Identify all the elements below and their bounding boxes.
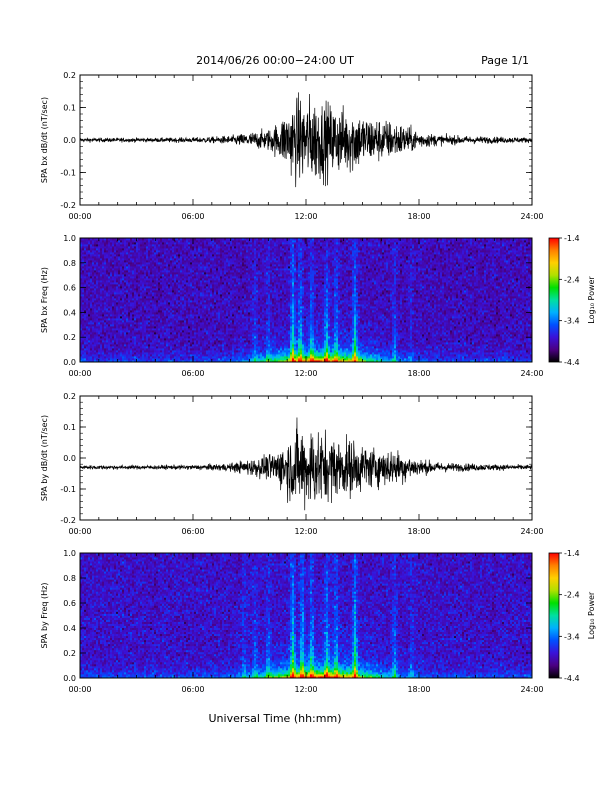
y-tick-label: 0.4 — [63, 308, 76, 317]
x-tick-label: 24:00 — [520, 685, 543, 694]
spectrogram-cells — [80, 238, 532, 362]
x-tick-label: 18:00 — [407, 685, 430, 694]
page-indicator: Page 1/1 — [481, 54, 529, 67]
waveform-series — [80, 92, 532, 187]
spectrogram-panel-4: 0.0 0.2 0.4 0.6 0.8 1.0 00:00 06:00 12:00 18:00 24… — [40, 549, 596, 694]
y-tick-label: 0.0 — [63, 674, 76, 683]
colorbar-tick-label: -3.4 — [564, 317, 580, 326]
x-tick-label: 06:00 — [181, 212, 204, 221]
colorbar-tick-label: -2.4 — [564, 275, 580, 284]
colorbar-tick-label: -4.4 — [564, 674, 580, 683]
y-tick-label: 0.0 — [63, 454, 76, 463]
y-tick-label: 0.8 — [63, 259, 76, 268]
y-tick-label: 1.0 — [63, 234, 76, 243]
x-tick-label: 00:00 — [68, 212, 91, 221]
colorbar — [549, 238, 559, 362]
colorbar — [549, 553, 559, 678]
colorbar-tick-label: -1.4 — [564, 549, 580, 558]
y-tick-label: -0.2 — [60, 516, 76, 525]
x-tick-label: 24:00 — [520, 527, 543, 536]
x-tick-label: 18:00 — [407, 369, 430, 378]
y-tick-label: 1.0 — [63, 549, 76, 558]
x-tick-label: 12:00 — [294, 369, 317, 378]
y-tick-label: -0.1 — [60, 485, 76, 494]
x-tick-label: 00:00 — [68, 369, 91, 378]
y-axis-label: SPA bx Freq (Hz) — [40, 267, 49, 333]
x-tick-label: 18:00 — [407, 212, 430, 221]
colorbar-label: Log₁₀ Power — [587, 276, 596, 324]
y-tick-label: 0.1 — [63, 104, 76, 113]
y-axis-label: SPA bx dB/dt (nT/sec) — [40, 97, 49, 183]
figure-title: 2014/06/26 00:00−24:00 UT — [196, 54, 354, 67]
y-tick-label: 0.2 — [63, 649, 76, 658]
x-tick-label: 24:00 — [520, 212, 543, 221]
x-tick-label: 18:00 — [407, 527, 430, 536]
x-tick-label: 06:00 — [181, 527, 204, 536]
x-tick-label: 12:00 — [294, 527, 317, 536]
plot-frame — [80, 396, 532, 520]
line-panel-3: -0.2 -0.1 0.0 0.1 0.2 00:00 06:00 12:00 18:00 24:… — [40, 392, 544, 536]
y-tick-label: -0.2 — [60, 201, 76, 210]
colorbar-label: Log₁₀ Power — [587, 591, 596, 639]
x-tick-label: 24:00 — [520, 369, 543, 378]
y-tick-label: 0.2 — [63, 333, 76, 342]
x-tick-label: 00:00 — [68, 685, 91, 694]
x-tick-label: 00:00 — [68, 527, 91, 536]
y-tick-label: 0.8 — [63, 574, 76, 583]
colorbar-tick-label: -2.4 — [564, 591, 580, 600]
x-tick-label: 06:00 — [181, 369, 204, 378]
y-tick-label: 0.6 — [63, 599, 76, 608]
y-tick-label: 0.1 — [63, 423, 76, 432]
y-tick-label: 0.2 — [63, 71, 76, 80]
y-tick-label: 0.4 — [63, 624, 76, 633]
line-panel-1: -0.2 -0.1 0.0 0.1 0.2 00:00 06:00 12:00 18:00 24:… — [40, 71, 544, 221]
y-tick-label: -0.1 — [60, 169, 76, 178]
x-tick-label: 12:00 — [294, 212, 317, 221]
y-tick-label: 0.2 — [63, 392, 76, 401]
colorbar-tick-label: -4.4 — [564, 358, 580, 367]
spectrogram-cells — [80, 553, 532, 678]
y-tick-label: 0.6 — [63, 284, 76, 293]
x-axis-label: Universal Time (hh:mm) — [209, 712, 342, 725]
y-axis-label: SPA by dB/dt (nT/sec) — [40, 415, 49, 501]
x-tick-label: 06:00 — [181, 685, 204, 694]
spectrogram-panel-2: 0.0 0.2 0.4 0.6 0.8 1.0 00:00 06:00 12:00 18:00 24… — [40, 234, 596, 378]
panels-group: -0.2 -0.1 0.0 0.1 0.2 00:00 06:00 12:00 18:00 24:… — [40, 71, 596, 694]
y-tick-label: 0.0 — [63, 136, 76, 145]
colorbar-tick-label: -3.4 — [564, 632, 580, 641]
x-tick-label: 12:00 — [294, 685, 317, 694]
waveform-series — [80, 418, 532, 511]
y-tick-label: 0.0 — [63, 358, 76, 367]
colorbar-tick-label: -1.4 — [564, 234, 580, 243]
y-axis-label: SPA by Freq (Hz) — [40, 583, 49, 649]
